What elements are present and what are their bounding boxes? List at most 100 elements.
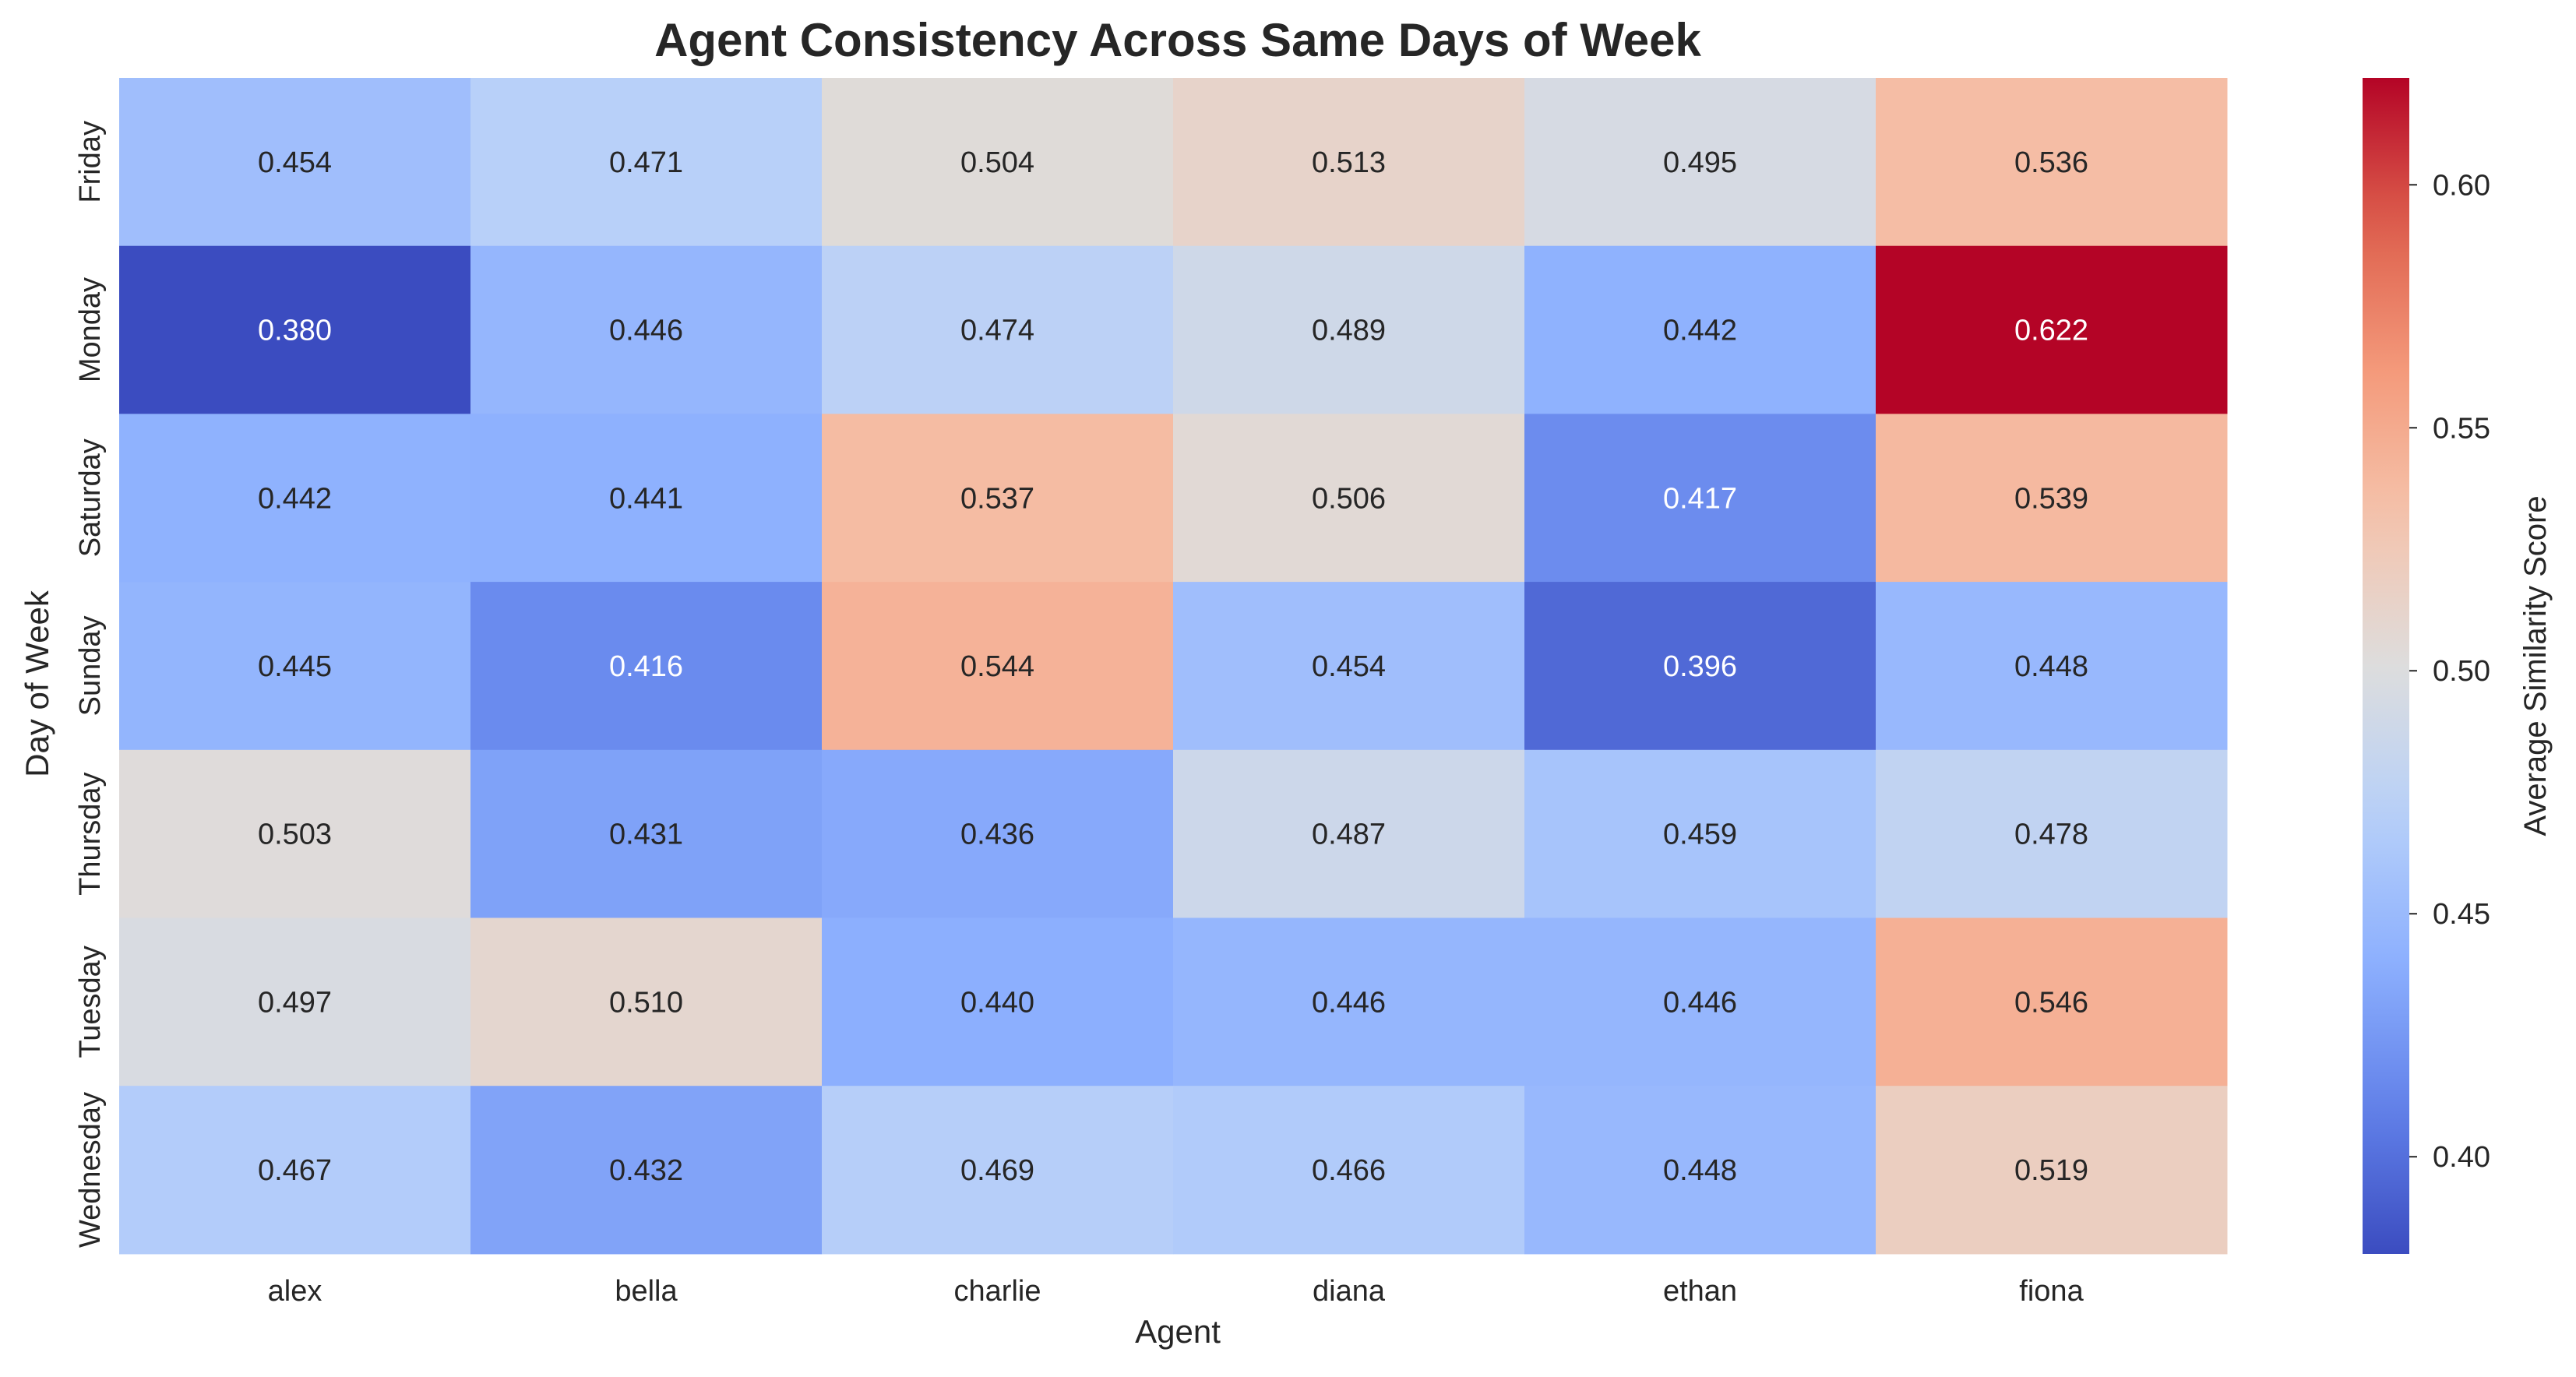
heatmap-cell — [1173, 414, 1525, 583]
cell-value-label: 0.537 — [960, 482, 1034, 515]
cell-value-label: 0.416 — [609, 650, 683, 683]
heatmap-cell — [470, 78, 823, 247]
heatmap-cell — [119, 917, 471, 1086]
heatmap-cell — [470, 1086, 823, 1255]
heatmap-cell — [1876, 78, 2228, 247]
colorbar-tick-label: 0.55 — [2433, 412, 2490, 445]
x-tick-label: diana — [1313, 1275, 1386, 1308]
y-tick-label: Thursday — [74, 772, 107, 895]
cell-value-label: 0.474 — [960, 315, 1034, 347]
cell-value-label: 0.466 — [1312, 1154, 1386, 1187]
x-tick-label: charlie — [954, 1275, 1041, 1308]
y-tick-label: Friday — [74, 121, 107, 203]
cell-value-label: 0.519 — [2014, 1154, 2088, 1187]
colorbar — [2363, 78, 2409, 1254]
cell-value-label: 0.380 — [258, 315, 332, 347]
heatmap-cell — [822, 582, 1174, 751]
heatmap-cell — [822, 917, 1174, 1086]
cell-value-label: 0.506 — [1312, 482, 1386, 515]
cell-value-label: 0.544 — [960, 650, 1034, 683]
heatmap-cell — [1173, 1086, 1525, 1255]
heatmap-cell — [1876, 414, 2228, 583]
heatmap-cell — [119, 78, 471, 247]
y-tick-label: Wednesday — [74, 1092, 107, 1248]
heatmap-cell — [1876, 917, 2228, 1086]
heatmap-cell — [822, 749, 1174, 918]
heatmap-cell — [1524, 917, 1876, 1086]
colorbar-ticks: 0.40 0.45 0.50 0.55 0.60 — [2409, 169, 2490, 1174]
chart-title: Agent Consistency Across Same Days of We… — [654, 14, 1701, 66]
cell-value-label: 0.497 — [258, 986, 332, 1019]
cell-value-label: 0.478 — [2014, 819, 2088, 851]
heatmap-cell — [822, 414, 1174, 583]
heatmap-cell — [119, 245, 471, 414]
heatmap-cell — [119, 582, 471, 751]
heatmap-cell — [822, 1086, 1174, 1255]
cell-value-label: 0.448 — [2014, 650, 2088, 683]
heatmap-cell — [1876, 582, 2228, 751]
cell-value-label: 0.513 — [1312, 146, 1386, 179]
heatmap-cell — [1524, 78, 1876, 247]
x-tick-labels: alex bella charlie diana ethan fiona — [268, 1275, 2084, 1308]
cell-value-label: 0.469 — [960, 1154, 1034, 1187]
heatmap-cell — [1876, 749, 2228, 918]
heatmap-cell — [119, 414, 471, 583]
cell-value-label: 0.446 — [1312, 986, 1386, 1019]
cell-value-label: 0.546 — [2014, 986, 2088, 1019]
cell-value-label: 0.441 — [609, 482, 683, 515]
cell-value-label: 0.446 — [1663, 986, 1737, 1019]
y-tick-label: Saturday — [74, 438, 107, 557]
heatmap-cell — [1524, 245, 1876, 414]
heatmap-cell — [470, 582, 823, 751]
heatmap-cell — [470, 245, 823, 414]
cell-value-label: 0.445 — [258, 650, 332, 683]
x-tick-label: bella — [615, 1275, 678, 1308]
cell-value-label: 0.503 — [258, 819, 332, 851]
heatmap-cell — [1173, 78, 1525, 247]
cell-value-label: 0.446 — [609, 315, 683, 347]
cell-value-label: 0.459 — [1663, 819, 1737, 851]
y-axis-label: Day of Week — [19, 590, 55, 777]
cell-value-label: 0.417 — [1663, 482, 1737, 515]
cell-value-label: 0.442 — [1663, 315, 1737, 347]
heatmap-cell — [119, 749, 471, 918]
heatmap-cells: 0.454 0.471 0.504 0.513 0.495 0.536 0.380 0.446… — [119, 78, 2228, 1255]
heatmap-cell — [1173, 749, 1525, 918]
heatmap-cell — [822, 78, 1174, 247]
cell-value-label: 0.440 — [960, 986, 1034, 1019]
heatmap-cell — [470, 917, 823, 1086]
x-tick-label: alex — [268, 1275, 322, 1308]
cell-value-label: 0.448 — [1663, 1154, 1737, 1187]
y-tick-labels: Friday Monday Saturday Sunday Thursday Tuesda… — [74, 121, 107, 1248]
colorbar-label: Average Similarity Score — [2518, 495, 2553, 836]
heatmap-cell — [119, 1086, 471, 1255]
cell-value-label: 0.431 — [609, 819, 683, 851]
cell-value-label: 0.454 — [1312, 650, 1386, 683]
cell-value-label: 0.622 — [2014, 315, 2088, 347]
cell-value-label: 0.396 — [1663, 650, 1737, 683]
heatmap-cell — [470, 414, 823, 583]
cell-value-label: 0.504 — [960, 146, 1034, 179]
cell-value-label: 0.467 — [258, 1154, 332, 1187]
cell-value-label: 0.436 — [960, 819, 1034, 851]
heatmap-cell — [1876, 1086, 2228, 1255]
y-tick-label: Monday — [74, 277, 107, 382]
cell-value-label: 0.495 — [1663, 146, 1737, 179]
heatmap-cell — [822, 245, 1174, 414]
cell-value-label: 0.471 — [609, 146, 683, 179]
heatmap-cell — [1524, 749, 1876, 918]
cell-value-label: 0.454 — [258, 146, 332, 179]
heatmap-cell — [1524, 582, 1876, 751]
colorbar-tick-label: 0.60 — [2433, 169, 2490, 202]
heatmap-cell — [1173, 245, 1525, 414]
colorbar-tick-label: 0.40 — [2433, 1141, 2490, 1174]
heatmap-cell — [470, 749, 823, 918]
cell-value-label: 0.489 — [1312, 315, 1386, 347]
colorbar-tick-label: 0.45 — [2433, 898, 2490, 931]
x-tick-label: fiona — [2019, 1275, 2084, 1308]
y-tick-label: Tuesday — [74, 946, 107, 1058]
y-tick-label: Sunday — [74, 616, 107, 717]
cell-value-label: 0.432 — [609, 1154, 683, 1187]
heatmap-cell — [1524, 414, 1876, 583]
